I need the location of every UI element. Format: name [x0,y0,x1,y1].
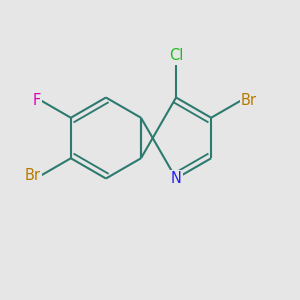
Text: Br: Br [241,93,257,108]
Text: F: F [33,93,41,108]
Text: Br: Br [25,168,41,183]
Text: N: N [171,171,182,186]
Text: Cl: Cl [169,48,183,63]
